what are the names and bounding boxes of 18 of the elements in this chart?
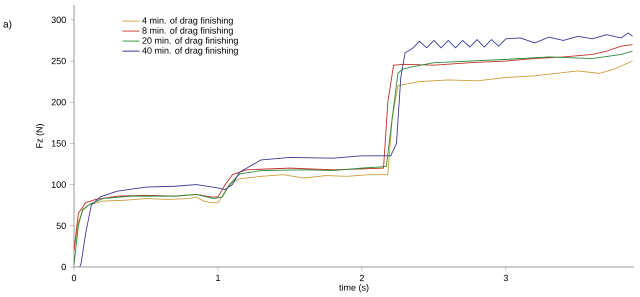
y-tick-label: 0 bbox=[62, 264, 66, 270]
legend-label: 8 min. of drag finishing bbox=[142, 27, 233, 36]
x-axis-title: time (s) bbox=[339, 284, 368, 292]
x-tick-label: 1 bbox=[216, 274, 220, 281]
legend-label: 4 min. of drag finishing bbox=[142, 17, 233, 26]
legend-label: 40 min. of drag finishing bbox=[142, 47, 238, 56]
legend-label: 20 min. of drag finishing bbox=[142, 37, 238, 46]
x-tick-label: 3 bbox=[504, 274, 508, 282]
x-tick-label: 0 bbox=[72, 274, 76, 282]
y-axis-title: Fz (N) bbox=[36, 124, 44, 148]
y-tick-label: 300 bbox=[52, 16, 66, 24]
y-tick-label: 100 bbox=[52, 181, 66, 188]
text: a) bbox=[3, 20, 12, 30]
y-tick-label: 250 bbox=[52, 58, 66, 64]
y-tick-label: 200 bbox=[52, 99, 66, 106]
x-tick-label: 2 bbox=[360, 274, 364, 282]
y-tick-label: 50 bbox=[56, 222, 66, 229]
y-tick-label: 150 bbox=[52, 140, 66, 147]
